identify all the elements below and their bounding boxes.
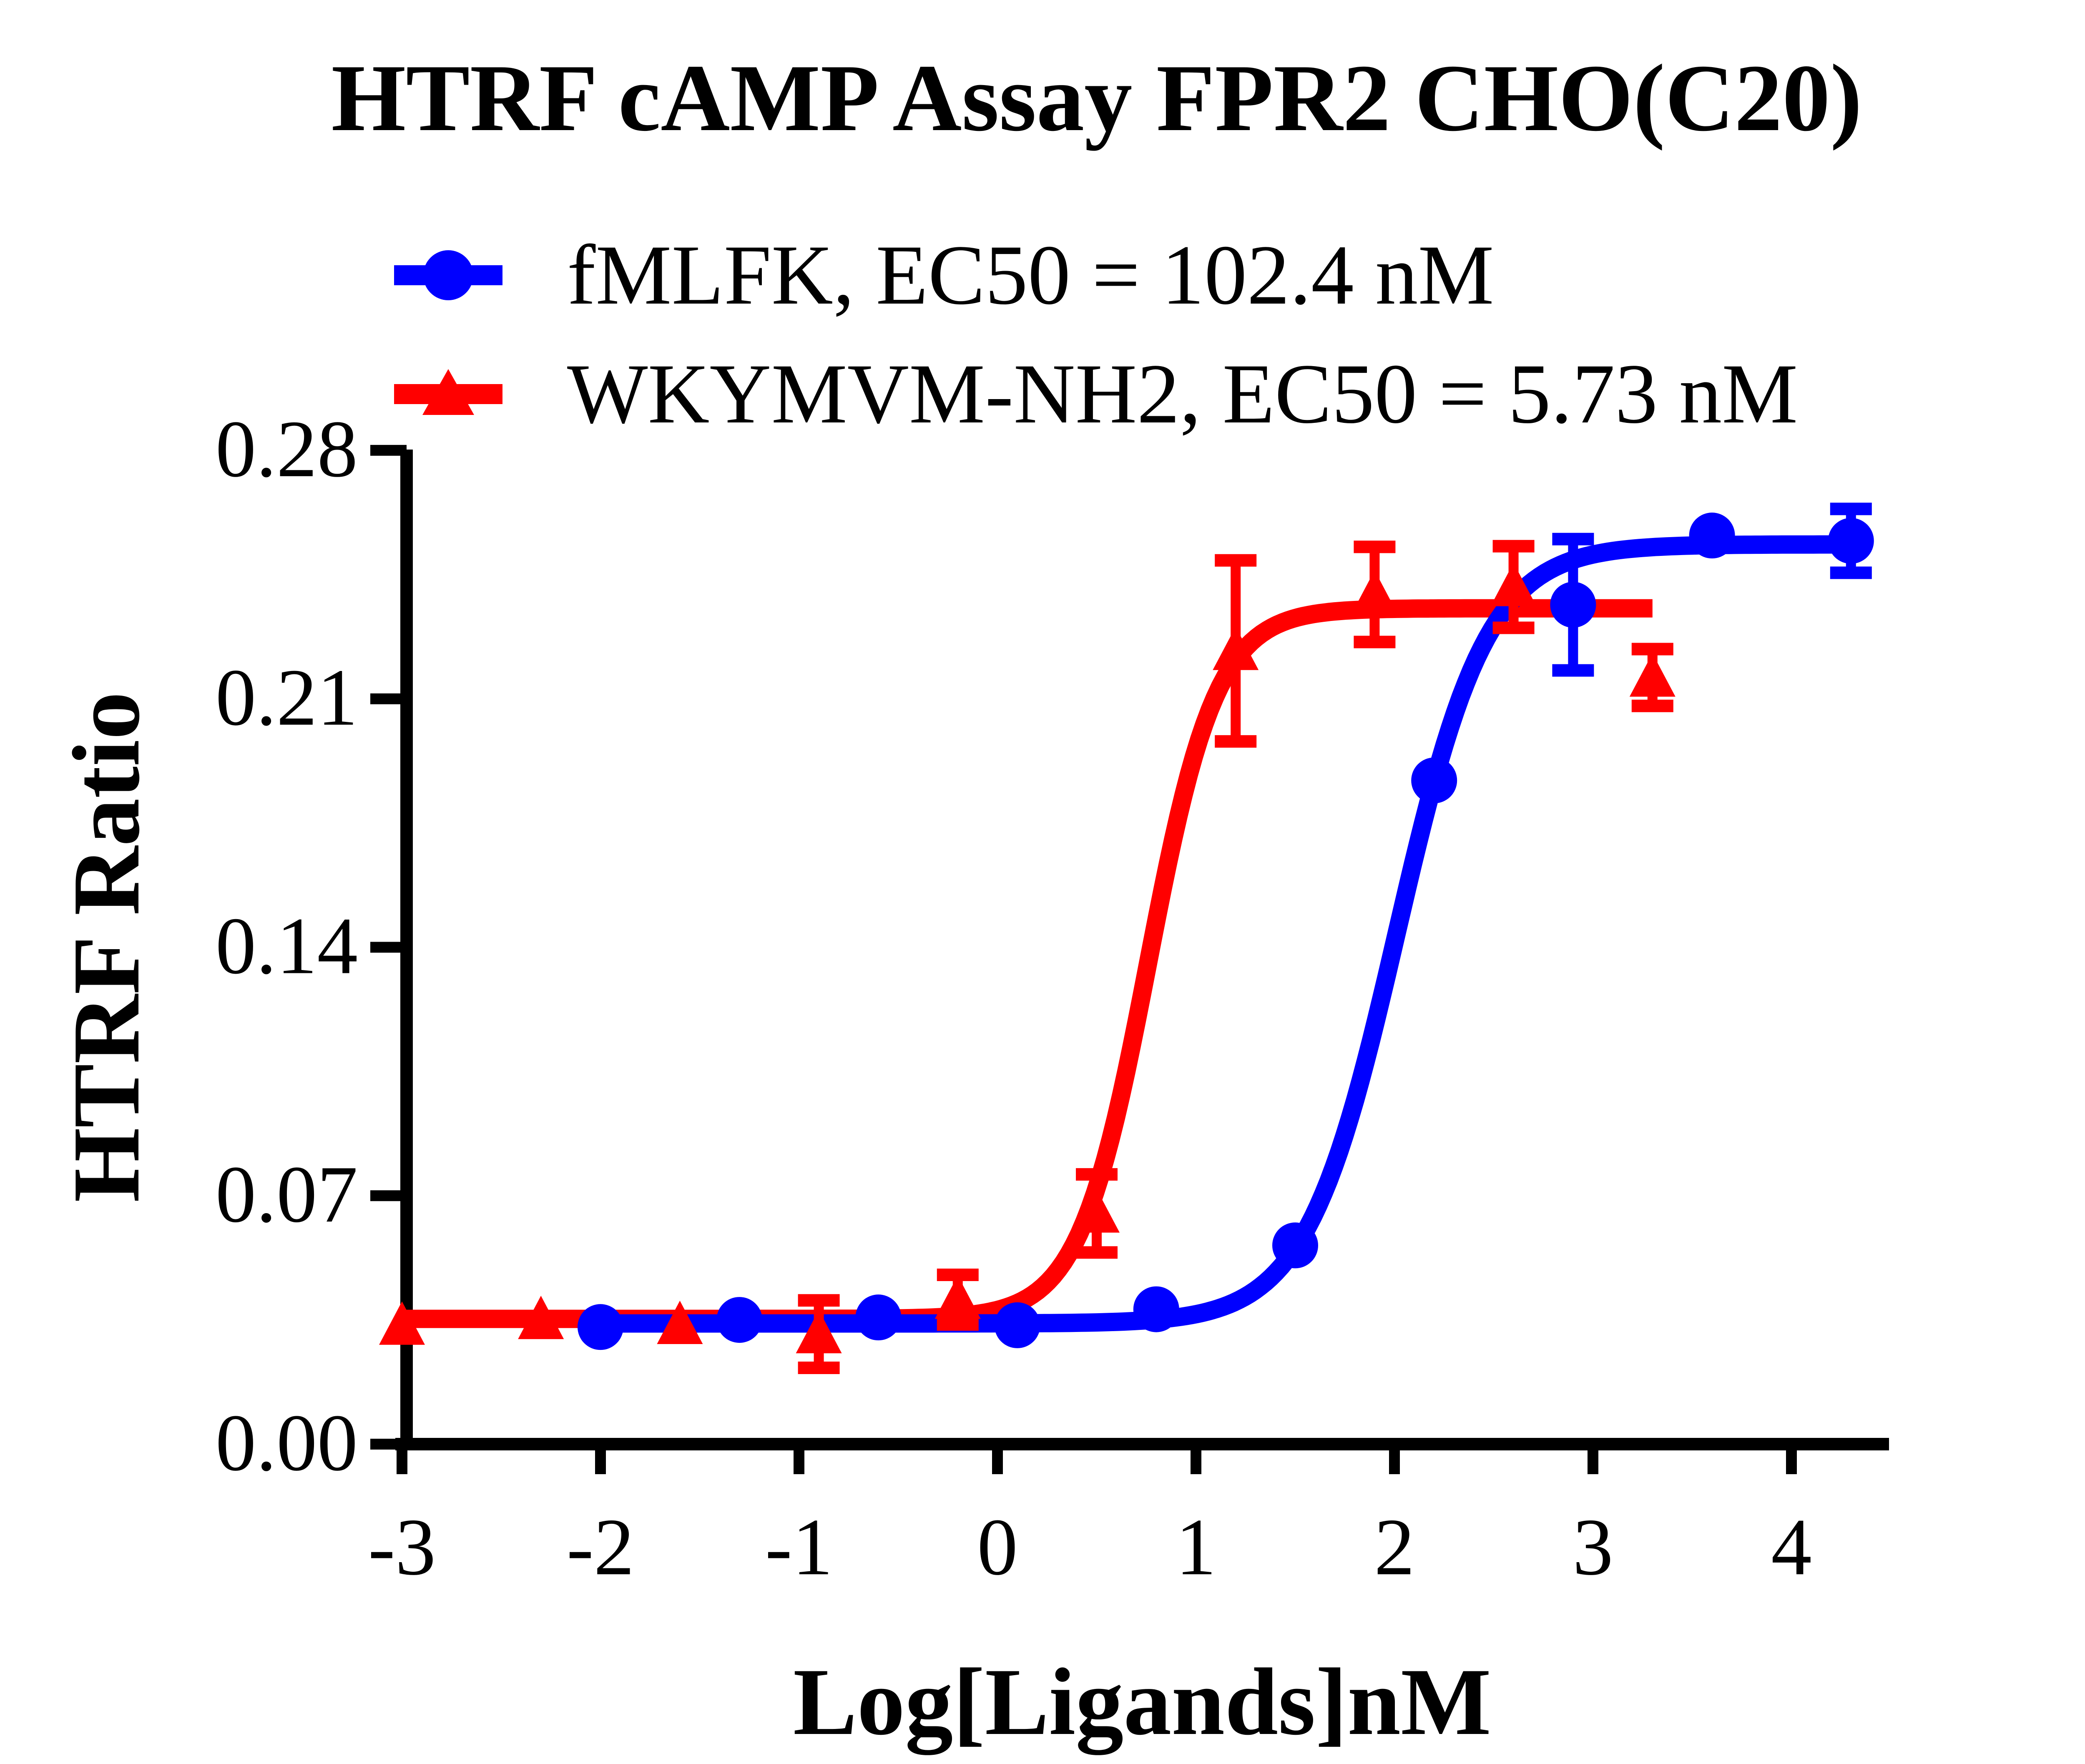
data-point-WKYMVM-NH2 [379, 1301, 425, 1345]
data-point-WKYMVM-NH2 [1629, 653, 1676, 697]
data-point-fMLFK [1550, 582, 1596, 628]
x-tick-label: -2 [567, 1502, 634, 1592]
x-tick-label: 2 [1374, 1502, 1415, 1592]
data-point-WKYMVM-NH2 [657, 1301, 703, 1344]
axes: -3 -2 -1 0 1 2 3 4 0.00 0.07 0.14 0.21 0.28 [216, 404, 1889, 1592]
data-point-WKYMVM-NH2 [934, 1275, 981, 1319]
data-point-fMLFK [1272, 1222, 1318, 1269]
data-point-WKYMVM-NH2 [518, 1296, 564, 1339]
x-tick-label: 0 [977, 1502, 1018, 1592]
data-point-fMLFK [578, 1304, 623, 1350]
fit-curve-fMLFK [593, 535, 1865, 1333]
data-point-WKYMVM-NH2 [796, 1310, 842, 1354]
legend-marker-triangle-icon [394, 369, 502, 415]
data-point-fMLFK [855, 1294, 902, 1341]
x-tick-label: 4 [1771, 1502, 1812, 1592]
data-point-WKYMVM-NH2 [1074, 1189, 1120, 1233]
y-tick-label: 0.21 [216, 653, 358, 743]
legend: fMLFK, EC50 = 102.4 nM WKYMVM-NH2, EC50 … [394, 228, 1798, 441]
legend-label: fMLFK, EC50 = 102.4 nM [567, 228, 1494, 322]
data-point-fMLFK [716, 1297, 763, 1343]
x-tick-label: 1 [1176, 1502, 1216, 1592]
data-point-WKYMVM-NH2 [1490, 563, 1537, 606]
y-tick-label: 0.00 [216, 1398, 358, 1488]
y-axis-title: HTRF Ratio [53, 692, 159, 1202]
legend-triangle-icon [422, 369, 474, 415]
data-point-fMLFK [1689, 513, 1735, 559]
plot-area [379, 503, 1874, 1375]
y-tick-label: 0.14 [216, 901, 358, 991]
y-tick-label: 0.28 [216, 404, 358, 494]
data-point-fMLFK [1828, 518, 1874, 564]
chart-title: HTRF cAMP Assay FPR2 CHO(C20) [331, 45, 1862, 151]
legend-item-wkymvm: WKYMVM-NH2, EC50 = 5.73 nM [394, 347, 1798, 441]
x-tick-label: -1 [765, 1502, 833, 1592]
data-point-WKYMVM-NH2 [1351, 570, 1398, 614]
data-point-fMLFK [1133, 1286, 1179, 1332]
data-point-fMLFK [1411, 757, 1457, 804]
legend-circle-icon [423, 250, 473, 300]
legend-marker-circle-icon [394, 250, 502, 300]
y-tick-label: 0.07 [216, 1149, 358, 1239]
legend-label: WKYMVM-NH2, EC50 = 5.73 nM [567, 347, 1798, 441]
fit-curve-WKYMVM-NH2 [398, 599, 1657, 1328]
x-tick-label: 3 [1573, 1502, 1613, 1592]
x-tick-label: -3 [368, 1502, 436, 1592]
data-point-fMLFK [994, 1302, 1040, 1348]
legend-item-fmlfk: fMLFK, EC50 = 102.4 nM [394, 228, 1494, 322]
x-axis-title: Log[Ligands]nM [793, 1648, 1491, 1755]
data-point-WKYMVM-NH2 [1213, 626, 1259, 670]
